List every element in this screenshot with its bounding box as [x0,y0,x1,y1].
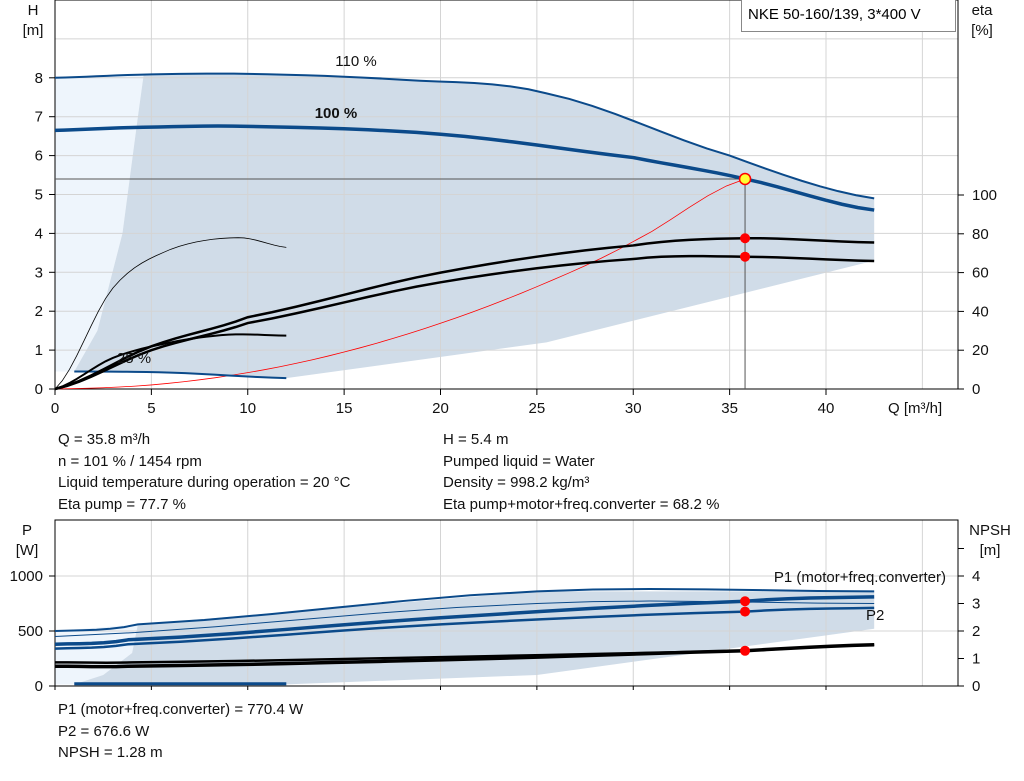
power-curve-3 [54,606,875,650]
curve-110-pct [54,72,875,200]
y2-tick-label: 40 [972,303,989,320]
pump-title: NKE 50-160/139, 3*400 V [741,0,956,32]
npsh-point [740,645,751,656]
x-tick-label: 40 [818,400,835,417]
p2-curve-label: P2 [866,607,884,624]
x-axis-label: Q [m³/h] [888,400,942,417]
y-tick-label: 0 [35,381,43,398]
p-tick-label: 0 [35,678,43,695]
power-curve-1 [54,600,875,637]
eta-pump-point [740,233,751,244]
info-p2: P2 = 676.6 W [58,722,150,740]
info-eta-total: Eta pump+motor+freq.converter = 68.2 % [443,495,720,513]
eta-total-point [740,251,751,262]
info-npsh: NPSH = 1.28 m [58,744,163,761]
y-tick-label: 4 [35,225,43,242]
power-curve-5 [54,643,875,669]
x-tick-label: 35 [721,400,738,417]
info-top-left: Q = 35.8 m³/h n = 101 % / 1454 rpm Liqui… [58,429,350,515]
operating-range-area [74,73,875,379]
info-p1: P1 (motor+freq.converter) = 770.4 W [58,701,304,718]
npsh-axis-unit: [m] [980,542,1001,559]
x-tick-label: 5 [147,400,155,417]
info-temperature: Liquid temperature during operation = 20… [58,474,351,491]
y-tick-label: 5 [35,187,43,204]
p-axis-unit: [W] [16,542,39,559]
info-liquid: Pumped liquid = Water [443,452,595,470]
y2-tick-label: 20 [972,342,989,359]
x-tick-label: 10 [239,400,256,417]
p1-point [740,596,751,607]
npsh-tick-label: 1 [972,651,980,668]
y2-tick-label: 100 [972,187,997,204]
operating-point [738,172,752,186]
p-tick-label: 500 [18,623,43,640]
y-axis-label: H [28,2,39,19]
curve-label-100: 100 % [315,105,358,122]
info-h: H = 5.4 m [443,431,509,448]
y2-axis-unit: [%] [971,22,993,39]
npsh-tick-label: 0 [972,678,980,695]
curve-eta-3 [54,237,287,390]
y2-tick-label: 60 [972,265,989,282]
x-tick-label: 15 [336,400,353,417]
power-curve-0 [54,587,875,632]
x-tick-label: 0 [51,400,59,417]
info-top-right: H = 5.4 m Pumped liquid = Water Density … [443,429,719,515]
npsh-axis-label: NPSH [969,522,1011,539]
y2-tick-label: 0 [972,381,980,398]
curve-eta-4 [54,333,287,390]
info-density: Density = 998.2 kg/m³ [443,474,590,491]
system-curve [54,178,746,390]
low-flow-area-power [55,624,138,685]
y2-axis-label: eta [972,2,994,19]
y-tick-label: 1 [35,342,43,359]
info-q: Q = 35.8 m³/h [58,431,151,448]
p2-point [740,606,751,617]
low-flow-area [55,74,144,372]
x-tick-label: 25 [529,400,546,417]
p-axis-label: P [22,522,32,539]
info-eta-pump: Eta pump = 77.7 % [58,495,186,513]
x-tick-label: 20 [432,400,449,417]
info-speed: n = 101 % / 1454 rpm [58,452,202,470]
y-tick-label: 8 [35,70,43,87]
plot-frame-bottom [54,519,959,687]
y-tick-label: 3 [35,264,43,281]
info-bottom: P1 (motor+freq.converter) = 770.4 W P2 =… [58,699,303,764]
y-tick-label: 2 [35,303,43,320]
npsh-tick-label: 3 [972,596,980,613]
curve-25-pct [74,370,287,380]
y2-tick-label: 80 [972,226,989,243]
y-axis-unit: [m] [23,22,44,39]
power-curve-2 [54,595,875,646]
curve-label-110: 110 % [335,53,376,70]
npsh-tick-label: 4 [972,568,980,585]
y-tick-label: 7 [35,109,43,126]
y-tick-label: 6 [35,148,43,165]
curve-label-25: 25 % [117,350,151,367]
plot-frame-top [54,0,959,390]
x-tick-label: 30 [625,400,642,417]
p-tick-label: 1000 [10,568,43,585]
npsh-tick-label: 2 [972,623,980,640]
p1-curve-label: P1 (motor+freq.converter) [774,569,946,586]
